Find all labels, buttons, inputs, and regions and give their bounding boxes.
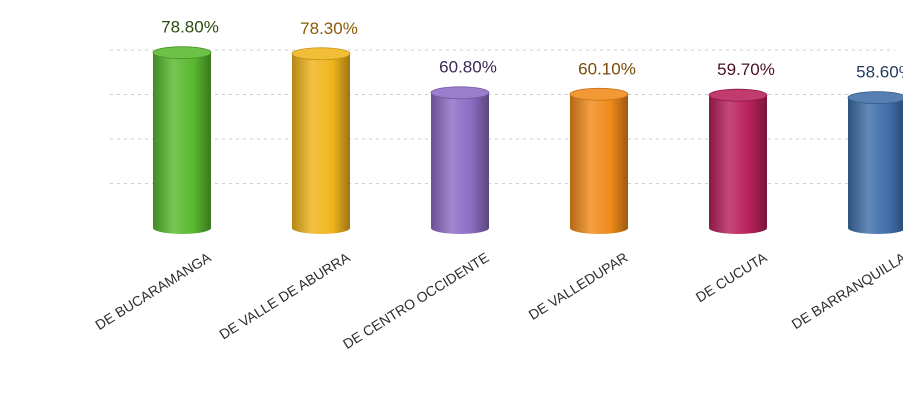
bar-body	[431, 92, 489, 234]
data-label: 60.10%	[578, 59, 636, 78]
bar-6	[847, 91, 903, 234]
data-label: 78.30%	[300, 19, 358, 38]
data-label: 59.70%	[717, 60, 775, 79]
bar-top-cap	[569, 87, 629, 101]
bar-top-cap	[291, 47, 351, 61]
category-label: DE CENTRO OCCIDENTE	[340, 249, 492, 352]
bar-body	[848, 97, 903, 234]
bar-5	[708, 88, 768, 234]
category-label: DE CUCUTA	[693, 249, 770, 306]
bar-1	[152, 46, 212, 234]
bar-body	[709, 95, 767, 234]
bar-top-cap	[152, 46, 212, 60]
bar-top-cap	[847, 91, 903, 105]
bar-body	[153, 52, 211, 234]
data-label: 58.60%	[856, 63, 903, 82]
gridlines	[110, 49, 895, 184]
data-label: 78.80%	[161, 18, 219, 37]
category-label: DE VALLE DE ABURRA	[216, 249, 353, 343]
bar-top-cap	[708, 88, 768, 102]
bar-4	[569, 87, 629, 234]
bars	[152, 46, 903, 234]
bar-body	[292, 53, 350, 234]
bar-2	[291, 47, 351, 234]
data-label: 60.80%	[439, 58, 497, 77]
bar-3	[430, 86, 490, 234]
data-labels: 78.80% 78.30% 60.80% 60.10% 59.70% 58.60%	[161, 18, 903, 82]
bar-top-cap	[430, 86, 490, 100]
category-label: DE BARRANQUILLA	[789, 249, 903, 333]
category-label: DE VALLEDUPAR	[526, 249, 631, 323]
bar-body	[570, 94, 628, 234]
category-label: DE BUCARAMANGA	[92, 249, 214, 333]
